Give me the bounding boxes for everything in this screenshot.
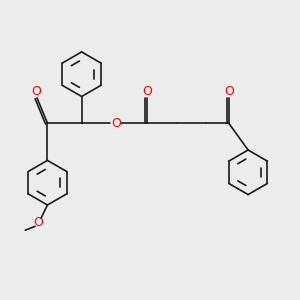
- Text: O: O: [34, 216, 44, 229]
- Text: O: O: [32, 85, 41, 98]
- Text: O: O: [224, 85, 234, 98]
- Text: O: O: [111, 117, 121, 130]
- Text: O: O: [142, 85, 152, 98]
